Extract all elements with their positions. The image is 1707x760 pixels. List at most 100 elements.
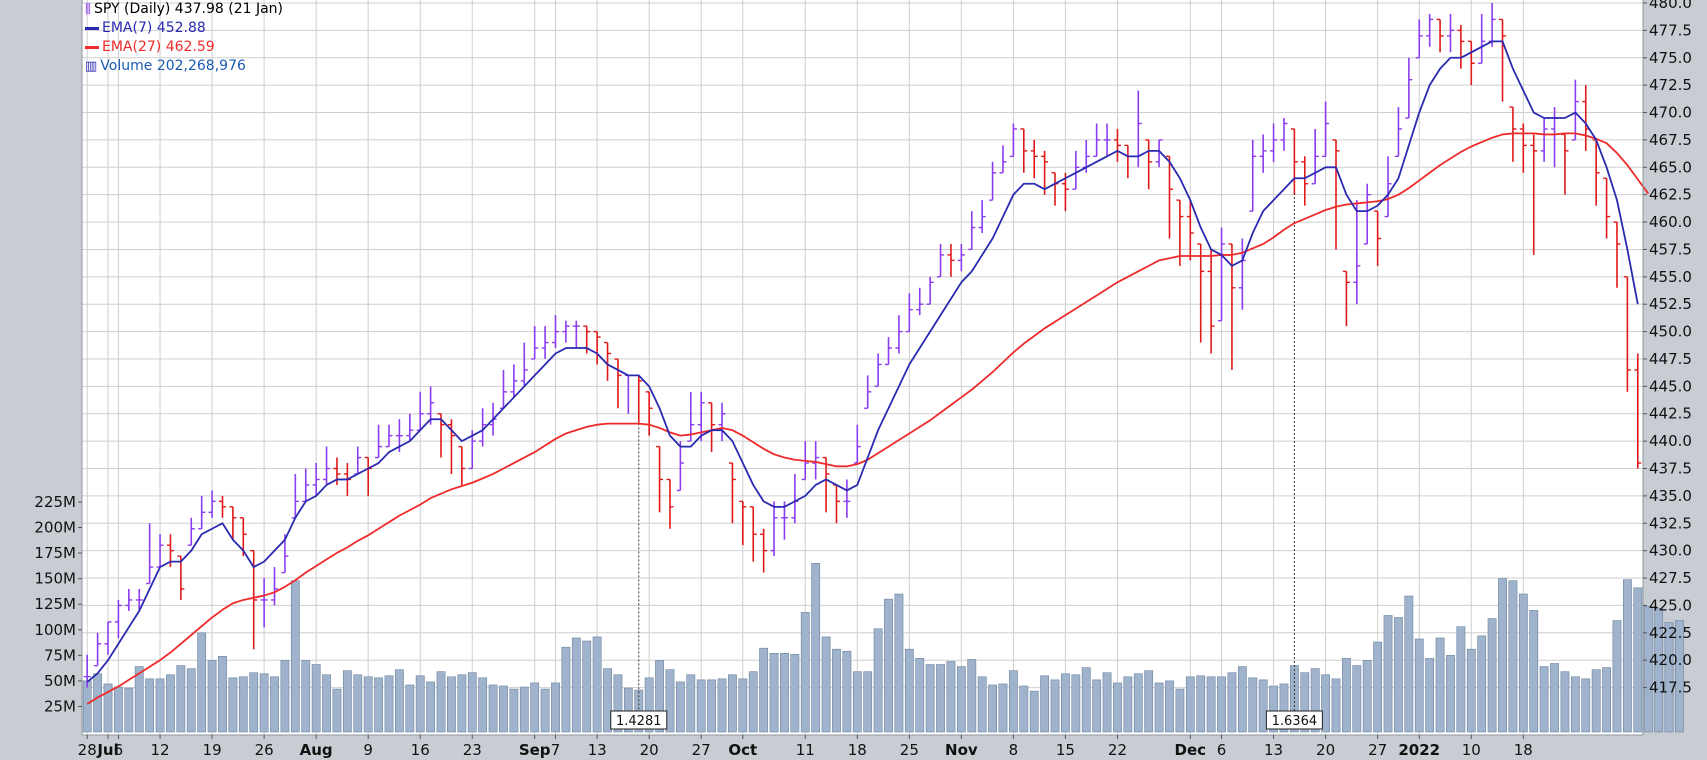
ohlc-bar [312,463,320,496]
ohlc-bar [1270,123,1278,162]
volume-bar [1487,618,1497,733]
volume-bar [1040,675,1050,733]
volume-bar [1425,658,1435,733]
volume-bar [894,593,904,733]
volume-bar [1123,676,1133,733]
ohlc-bar [1530,134,1538,255]
date-tick-label: 11 [796,741,815,759]
volume-bar [155,678,165,733]
volume-bar [374,677,383,733]
volume-bar [176,665,186,733]
ohlc-bar [656,445,664,513]
volume-bar [1664,622,1674,733]
volume-bar [1602,667,1611,733]
volume-bar [603,668,612,733]
ohlc-bar [968,211,976,251]
volume-bar [1165,680,1174,733]
volume-tick-label: 100M [34,621,76,639]
ohlc-bar [1374,210,1382,266]
volume-bar [228,677,238,733]
volume-bar [540,688,550,733]
annotation-label: 1.4281 [616,714,662,729]
volume-bar [322,674,331,733]
ohlc-bar [1384,156,1392,218]
volume-tick-label: 125M [34,595,76,613]
volume-bar [1362,660,1372,733]
legend-ema7: EMA(7) 452.88 [85,19,283,38]
volume-bar [447,676,456,733]
volume-bar [1404,595,1414,733]
volume-bar [1446,655,1455,733]
ohlc-bar [187,517,195,546]
volume-bar [977,676,987,733]
volume-bar [467,672,477,733]
ohlc-bar [895,315,903,354]
ohlc-bar [947,243,955,277]
volume-bar [1113,682,1122,733]
volume-bar [842,650,852,733]
ohlc-bar [125,588,133,611]
volume-bar [1092,679,1102,733]
date-tick-label: 2022 [1398,741,1440,759]
ohlc-bar [177,555,185,600]
volume-bar [821,636,831,733]
ohlc-bar [1020,128,1028,173]
volume-bar [582,640,592,733]
volume-bar [384,675,394,733]
ohlc-bar [1259,134,1267,173]
date-tick-label: 20 [640,741,659,759]
ohlc-bar [864,375,872,409]
ohlc-bar [1446,13,1454,53]
volume-bar [1008,670,1018,733]
ohlc-bar [1301,156,1309,206]
volume-bar [114,686,123,733]
ohlc-bar [593,330,601,365]
volume-bar [186,668,196,733]
volume-bar [728,674,737,733]
volume-bar [1612,620,1622,733]
volume-bar [1456,626,1466,733]
ohlc-bar [1405,57,1413,119]
price-tick-label: 457.5 [1649,240,1692,258]
volume-bar [1237,666,1247,733]
ohlc-bar [1623,276,1631,392]
volume-bar [644,677,654,733]
price-tick-label: 422.5 [1649,624,1692,642]
volume-bar [1061,673,1070,733]
volume-bars-icon: ▥ [85,59,98,74]
legend-ema27-label: EMA(27) 462.59 [102,39,215,55]
volume-bar [884,598,893,733]
volume-tick-label: 175M [34,544,76,562]
annotation-box: 1.4281 [610,710,668,730]
volume-bar [1185,676,1195,733]
volume-bar [166,674,175,733]
ema7-line [86,40,1639,683]
volume-bar [1466,648,1476,733]
ohlc-bar [770,501,778,557]
volume-bar [1342,658,1351,733]
ohlc-bar [760,528,768,573]
ohlc-bar [1540,118,1548,162]
ohlc-bar [1155,139,1163,168]
ohlc-bar [676,441,684,492]
volume-bar [1394,617,1403,733]
price-tick-label: 470.0 [1649,104,1692,122]
ohlc-bar [1394,107,1402,158]
price-tick-label: 420.0 [1649,651,1692,669]
volume-bar [1560,671,1570,733]
volume-bar [1622,579,1632,733]
ohlc-bar [1519,123,1527,173]
date-tick-label: 12 [151,741,170,759]
volume-bar [499,685,508,733]
ohlc-bar [885,337,893,366]
volume-tick-label: 50M [44,672,76,690]
ohlc-bar [218,495,226,518]
volume-bar [197,632,207,733]
volume-bar [790,654,800,733]
ohlc-bar [562,320,570,343]
volume-bar [1539,666,1549,733]
legend-volume-label: Volume 202,268,976 [100,58,246,74]
ohlc-bar [1509,106,1517,162]
date-tick-label: 26 [255,741,274,759]
